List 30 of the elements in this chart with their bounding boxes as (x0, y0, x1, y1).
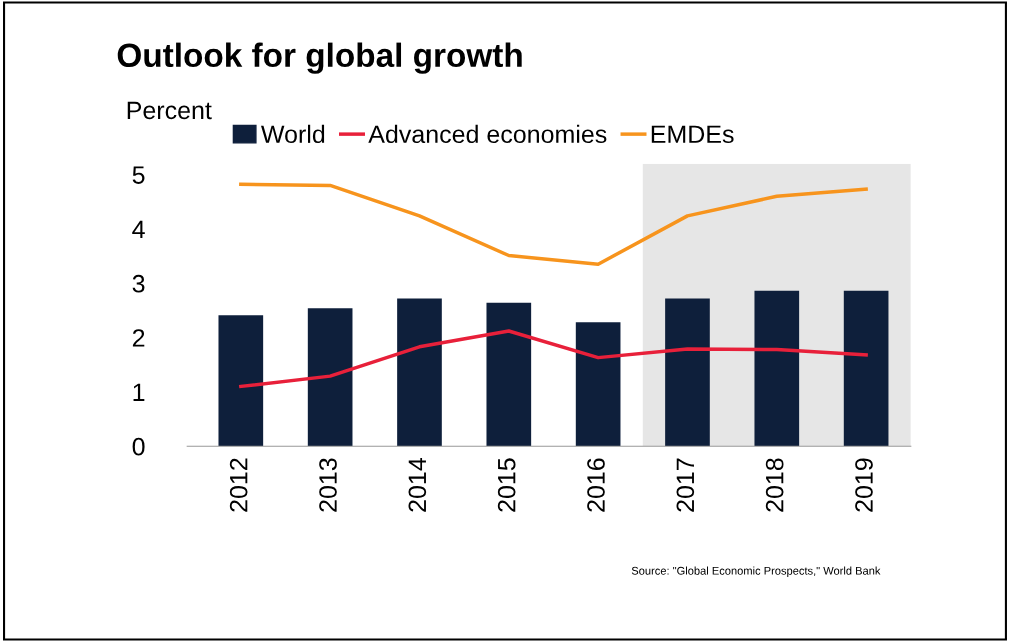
legend-label: Advanced economies (368, 124, 607, 144)
x-tick-label: 2012 (229, 458, 248, 512)
y-axis-title: Percent (127, 101, 212, 120)
y-tick-label: 5 (132, 166, 145, 184)
source-note: Source: "Global Economic Prospects," World Bank (631, 566, 881, 577)
bar (307, 308, 353, 447)
bar (843, 290, 889, 447)
bar (665, 298, 710, 447)
x-tick-label: 2019 (855, 458, 873, 512)
legend-label: World (261, 124, 325, 144)
line-series (239, 182, 868, 266)
line-series (239, 329, 868, 389)
bar (575, 322, 621, 447)
x-tick-label: 2018 (765, 458, 784, 512)
bar (486, 302, 532, 447)
y-tick-label: 2 (132, 329, 145, 347)
bar (397, 298, 442, 447)
legend-label: EMDEs (651, 125, 734, 144)
y-tick-label: 4 (132, 220, 145, 238)
x-tick-label: 2014 (408, 458, 427, 512)
x-tick-label: 2015 (497, 458, 516, 512)
y-tick-label: 3 (132, 274, 145, 293)
bar (754, 290, 800, 447)
y-tick-label: 1 (133, 383, 145, 401)
chart-title: Outlook for global growth (117, 42, 522, 74)
x-tick-label: 2016 (587, 458, 605, 512)
y-tick-label: 0 (132, 437, 145, 456)
x-tick-label: 2017 (676, 458, 695, 512)
bar (218, 315, 264, 447)
x-tick-label: 2013 (319, 458, 337, 512)
